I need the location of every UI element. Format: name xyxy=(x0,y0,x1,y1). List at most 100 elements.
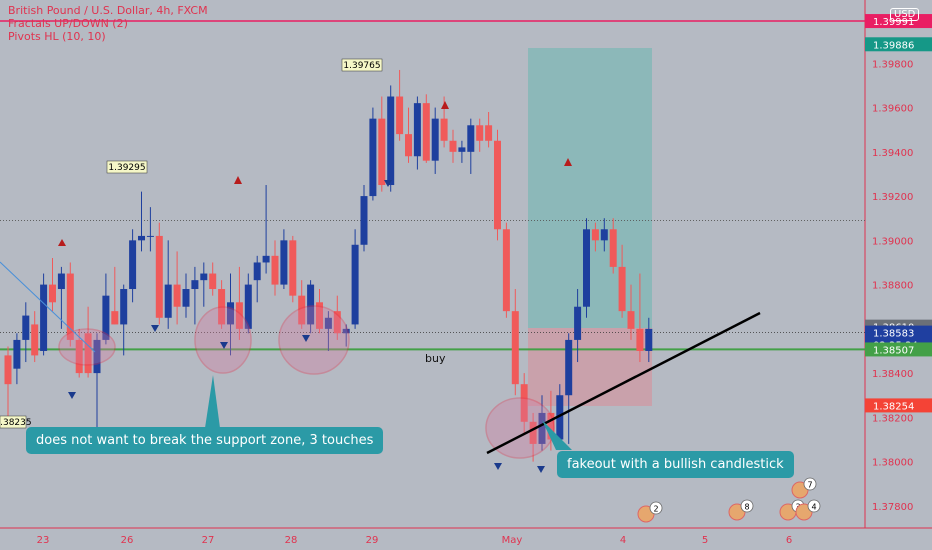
bearish-candle xyxy=(31,324,39,356)
bearish-candle xyxy=(529,421,537,444)
price-tick-label: 1.38800 xyxy=(872,281,913,292)
bearish-candle xyxy=(111,311,119,325)
event-count-badge xyxy=(807,499,821,513)
bearish-candle xyxy=(511,311,519,385)
bullish-candle xyxy=(307,284,315,325)
bullish-candle xyxy=(146,235,154,237)
bearish-candle xyxy=(618,266,626,312)
bearish-candle xyxy=(378,118,386,186)
price-tick-label: 1.39600 xyxy=(872,104,913,115)
bearish-candle xyxy=(218,289,226,325)
support-callout: does not want to break the support zone,… xyxy=(26,427,384,454)
bearish-candle xyxy=(547,412,555,440)
bearish-candle xyxy=(476,125,484,141)
bearish-candle xyxy=(209,273,217,290)
bearish-candle xyxy=(66,273,74,340)
bearish-candle xyxy=(4,355,12,385)
time-tick-label: 27 xyxy=(202,535,215,546)
bullish-candle xyxy=(164,284,172,318)
bearish-candle xyxy=(440,118,448,141)
pivot-label-high-2: 1.39765 xyxy=(341,58,383,72)
bullish-candle xyxy=(93,339,101,374)
touch-ellipse-1 xyxy=(58,328,116,366)
price-tag-value: 1.38507 xyxy=(873,345,914,356)
bearish-candle xyxy=(333,311,341,334)
bearish-candle xyxy=(271,255,279,285)
bullish-candle xyxy=(574,306,582,340)
bullish-candle xyxy=(413,103,421,157)
bearish-candle xyxy=(405,134,412,157)
bullish-candle xyxy=(182,289,190,307)
fractal-down-marker xyxy=(537,466,545,473)
economic-events: 28734 xyxy=(637,477,821,523)
bearish-candle xyxy=(627,311,635,329)
bullish-candle xyxy=(324,317,332,329)
time-tick-label: 28 xyxy=(285,535,298,546)
bullish-candle xyxy=(253,262,261,281)
bullish-candle xyxy=(227,302,234,325)
bullish-candle xyxy=(431,118,439,161)
bullish-candle xyxy=(22,315,30,340)
bullish-candle xyxy=(244,284,252,329)
bearish-candle xyxy=(49,284,56,303)
bullish-candle xyxy=(467,125,475,152)
bullish-candle xyxy=(351,244,359,325)
pivot-label-high-1: 1.39295 xyxy=(106,160,148,174)
event-count-label: 4 xyxy=(811,503,816,512)
time-tick-label: 26 xyxy=(121,535,134,546)
fractal-up-marker xyxy=(441,101,449,109)
price-tag-box xyxy=(865,342,932,357)
touch-ellipse-3 xyxy=(278,305,350,375)
fractal-markers xyxy=(58,101,572,473)
price-tick-label: 1.39800 xyxy=(872,59,913,70)
bearish-candle xyxy=(636,328,644,351)
bearish-candle xyxy=(155,235,163,318)
blue-trendline xyxy=(0,261,96,353)
bullish-candle xyxy=(102,295,110,340)
price-axis-background xyxy=(865,0,932,550)
time-tick-label: 23 xyxy=(37,535,50,546)
price-tick-label: 1.39000 xyxy=(872,236,913,247)
price-tag-value: 1.39991 xyxy=(873,17,914,28)
bearish-candle xyxy=(520,384,528,422)
fractal-down-marker xyxy=(302,335,310,342)
fractal-up-marker xyxy=(234,176,242,184)
bearish-candle xyxy=(591,229,599,241)
bullish-candle xyxy=(458,147,466,152)
pivot-low-1-text: 1.38235 xyxy=(0,418,32,428)
bearish-candle xyxy=(422,103,430,161)
event-count-badge xyxy=(649,501,663,515)
black-trendline xyxy=(486,311,761,455)
price-tag-box xyxy=(865,14,932,29)
fractal-down-marker xyxy=(220,342,228,349)
fractal-down-marker xyxy=(384,180,392,187)
time-tick-label: 4 xyxy=(620,535,626,546)
bearish-candle xyxy=(494,140,501,230)
currency-badge[interactable]: USD xyxy=(890,8,920,21)
price-tick-label: 1.39400 xyxy=(872,148,913,159)
bullish-candle xyxy=(565,339,573,396)
bearish-candle xyxy=(396,96,404,135)
touch-ellipse-2 xyxy=(194,306,252,374)
bearish-candle xyxy=(289,240,297,296)
bearish-candle xyxy=(75,339,83,374)
fakeout-ellipse xyxy=(485,397,555,459)
time-tick-label: May xyxy=(502,535,523,546)
fractal-up-marker xyxy=(564,158,572,166)
bullish-candle xyxy=(262,255,270,263)
symbol-title[interactable]: British Pound / U.S. Dollar, 4h, FXCM xyxy=(8,4,208,17)
price-tick-label: 1.39200 xyxy=(872,192,913,203)
buy-label: buy xyxy=(425,352,446,365)
price-tick-label: 1.38200 xyxy=(872,413,913,424)
time-axis-ticks: 23 26 27 28 29 May 4 5 6 xyxy=(37,535,793,546)
fractal-down-marker xyxy=(494,463,502,470)
chart-legend: British Pound / U.S. Dollar, 4h, FXCM Fr… xyxy=(8,4,208,43)
bullish-candle xyxy=(600,229,608,241)
pivot-label-low-1: 1.38235 xyxy=(0,415,32,429)
indicator-pivots[interactable]: Pivots HL (10, 10) xyxy=(8,30,106,43)
candle-bodies xyxy=(4,96,653,444)
indicator-fractals[interactable]: Fractals UP/DOWN (2) xyxy=(8,17,128,30)
bullish-candle xyxy=(369,118,377,197)
bearish-candle xyxy=(316,302,323,329)
